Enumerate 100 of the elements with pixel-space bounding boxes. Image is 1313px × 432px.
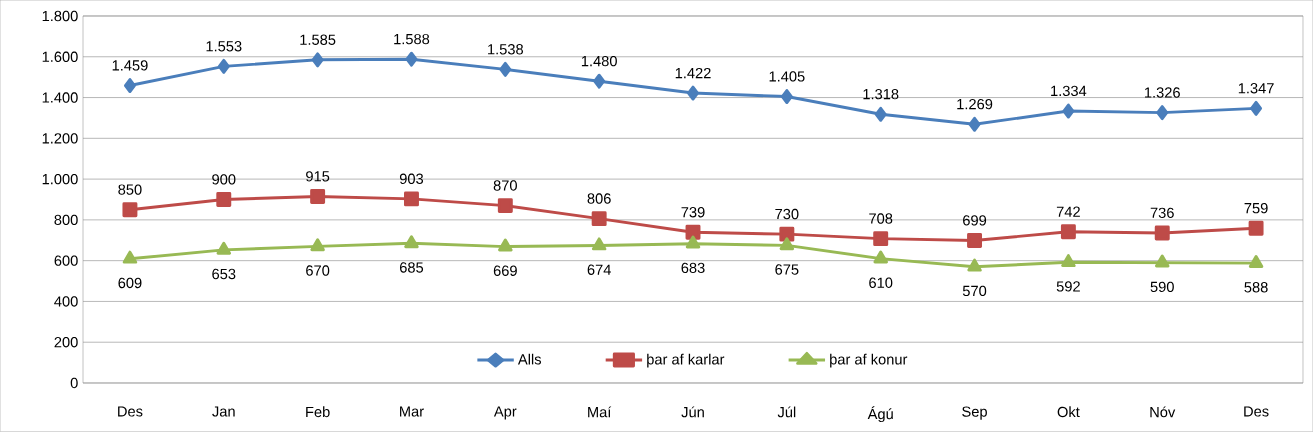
point (873, 250, 888, 264)
data-label: 590 (1150, 281, 1174, 293)
data-label: 850 (118, 184, 142, 195)
point (1154, 225, 1170, 241)
point (687, 85, 699, 101)
y-tick-label: 400 (54, 296, 78, 307)
x-tick-label: Maí (588, 406, 612, 418)
point (874, 106, 887, 122)
data-label: 903 (399, 173, 424, 185)
data-label: 699 (963, 215, 987, 226)
point (216, 241, 232, 255)
data-label: 674 (587, 264, 611, 276)
point (591, 237, 607, 251)
x-tick-label: Des (118, 406, 143, 417)
point (123, 78, 136, 94)
data-label: 609 (118, 277, 142, 289)
point (498, 238, 513, 252)
point (1154, 254, 1170, 268)
point (310, 238, 325, 252)
y-tick-label: 600 (54, 255, 78, 267)
y-tick-label: 1.800 (42, 10, 78, 22)
data-label: 739 (681, 207, 705, 218)
data-label: 900 (212, 174, 236, 185)
point (1061, 254, 1076, 268)
x-tick-label: Feb (306, 406, 330, 418)
y-tick-label: 1.400 (42, 92, 78, 103)
y-tick-label: 1.600 (42, 51, 78, 63)
data-label: 670 (306, 265, 330, 276)
data-label: 669 (493, 265, 517, 277)
data-label: 1.538 (488, 44, 524, 55)
point (1250, 101, 1263, 116)
point (405, 51, 418, 67)
data-label: 653 (212, 268, 236, 280)
data-label: 806 (587, 193, 611, 204)
point (968, 116, 981, 132)
data-label: 1.334 (1051, 85, 1087, 97)
point (967, 233, 983, 249)
data-label: 592 (1056, 281, 1080, 292)
data-label: 870 (493, 180, 517, 191)
point (217, 59, 230, 74)
data-label: 1.585 (300, 34, 336, 46)
data-label: 675 (775, 264, 799, 275)
x-tick-label: Nóv (1150, 406, 1176, 418)
legend-label: þar af konur (830, 353, 908, 368)
point (591, 211, 607, 227)
data-label: 1.480 (581, 56, 617, 67)
data-label: 610 (869, 277, 893, 289)
data-label: 1.326 (1144, 87, 1180, 98)
data-label: 730 (775, 209, 799, 220)
data-label: 759 (1244, 203, 1268, 214)
x-tick-label: Jún (681, 406, 704, 418)
data-label: 588 (1244, 282, 1268, 293)
x-tick-label: Ágú (867, 406, 893, 423)
x-tick-label: Mar (400, 406, 424, 417)
data-label: 1.422 (675, 68, 711, 79)
y-tick-label: 800 (54, 214, 78, 226)
point (404, 235, 419, 249)
legend-label: Alls (517, 353, 542, 365)
point (1060, 224, 1076, 240)
point (967, 258, 982, 272)
y-tick-label: 200 (54, 337, 78, 348)
data-label: 708 (869, 213, 893, 224)
data-label: 570 (962, 285, 987, 297)
legend-label: þar af karlar (647, 353, 725, 368)
point (404, 191, 419, 207)
data-label: 915 (306, 171, 330, 182)
point (780, 89, 793, 105)
point (873, 231, 889, 247)
data-label: 1.269 (957, 99, 993, 110)
x-tick-label: Okt (1057, 406, 1080, 418)
point (216, 192, 232, 208)
data-label: 742 (1056, 206, 1080, 217)
point (685, 235, 701, 249)
y-tick-label: 0 (70, 377, 78, 389)
data-label: 1.318 (863, 89, 899, 100)
data-label: 683 (681, 262, 705, 274)
point (1156, 105, 1169, 121)
point (779, 237, 795, 251)
x-tick-label: Jan (212, 406, 235, 417)
point (1062, 103, 1075, 119)
point (1248, 255, 1264, 269)
data-label: 1.588 (394, 34, 430, 45)
y-tick-label: 1.000 (42, 174, 78, 185)
point (310, 189, 326, 205)
y-tick-label: 1.200 (42, 133, 78, 144)
data-label: 1.459 (112, 60, 148, 71)
point (497, 198, 513, 214)
point (311, 52, 324, 68)
point (779, 226, 795, 242)
point (593, 73, 606, 89)
point (499, 62, 512, 78)
point (122, 250, 138, 264)
data-label: 1.553 (206, 41, 242, 52)
x-tick-label: Sep (962, 406, 987, 420)
data-label: 736 (1150, 207, 1174, 219)
point (685, 225, 701, 240)
data-label: 1.405 (769, 71, 805, 82)
data-label: 685 (399, 262, 424, 273)
point (122, 202, 138, 218)
x-tick-label: Júl (777, 406, 796, 418)
